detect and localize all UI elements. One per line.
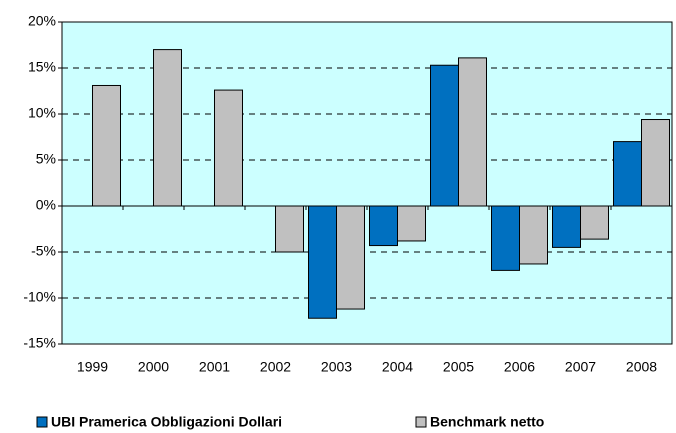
bar (153, 49, 182, 207)
bar (308, 205, 337, 319)
legend-label: UBI Pramerica Obbligazioni Dollari (51, 414, 282, 430)
x-tick-label: 1999 (77, 359, 108, 375)
legend-swatch (415, 416, 427, 428)
bar (336, 205, 365, 310)
legend-label: Benchmark netto (430, 414, 544, 430)
y-tick-label: 15% (28, 59, 56, 75)
bar (430, 64, 459, 207)
x-tick-label: 2007 (565, 359, 596, 375)
bar (214, 89, 243, 207)
y-tick-label: -15% (23, 335, 56, 351)
bar (641, 119, 670, 207)
bar (580, 205, 609, 240)
bar (552, 205, 581, 248)
bar (613, 141, 642, 207)
x-tick-label: 2004 (382, 359, 413, 375)
bar (275, 205, 304, 253)
y-tick-label: 20% (28, 13, 56, 29)
bar (369, 205, 398, 247)
x-tick-label: 2001 (199, 359, 230, 375)
bar (491, 205, 520, 271)
x-tick-label: 2003 (321, 359, 352, 375)
x-tick-label: 2008 (626, 359, 657, 375)
x-tick-label: 2000 (138, 359, 169, 375)
y-tick-label: 5% (36, 151, 56, 167)
bar (92, 84, 121, 207)
legend-swatch (36, 416, 48, 428)
y-tick-label: 10% (28, 105, 56, 121)
x-tick-label: 2002 (260, 359, 291, 375)
y-tick-label: -5% (31, 243, 56, 259)
x-tick-label: 2006 (504, 359, 535, 375)
x-tick-label: 2005 (443, 359, 474, 375)
bar (519, 205, 548, 265)
y-tick-label: -10% (23, 289, 56, 305)
bar (458, 57, 487, 207)
y-tick-label: 0% (36, 197, 56, 213)
bar (397, 205, 426, 242)
